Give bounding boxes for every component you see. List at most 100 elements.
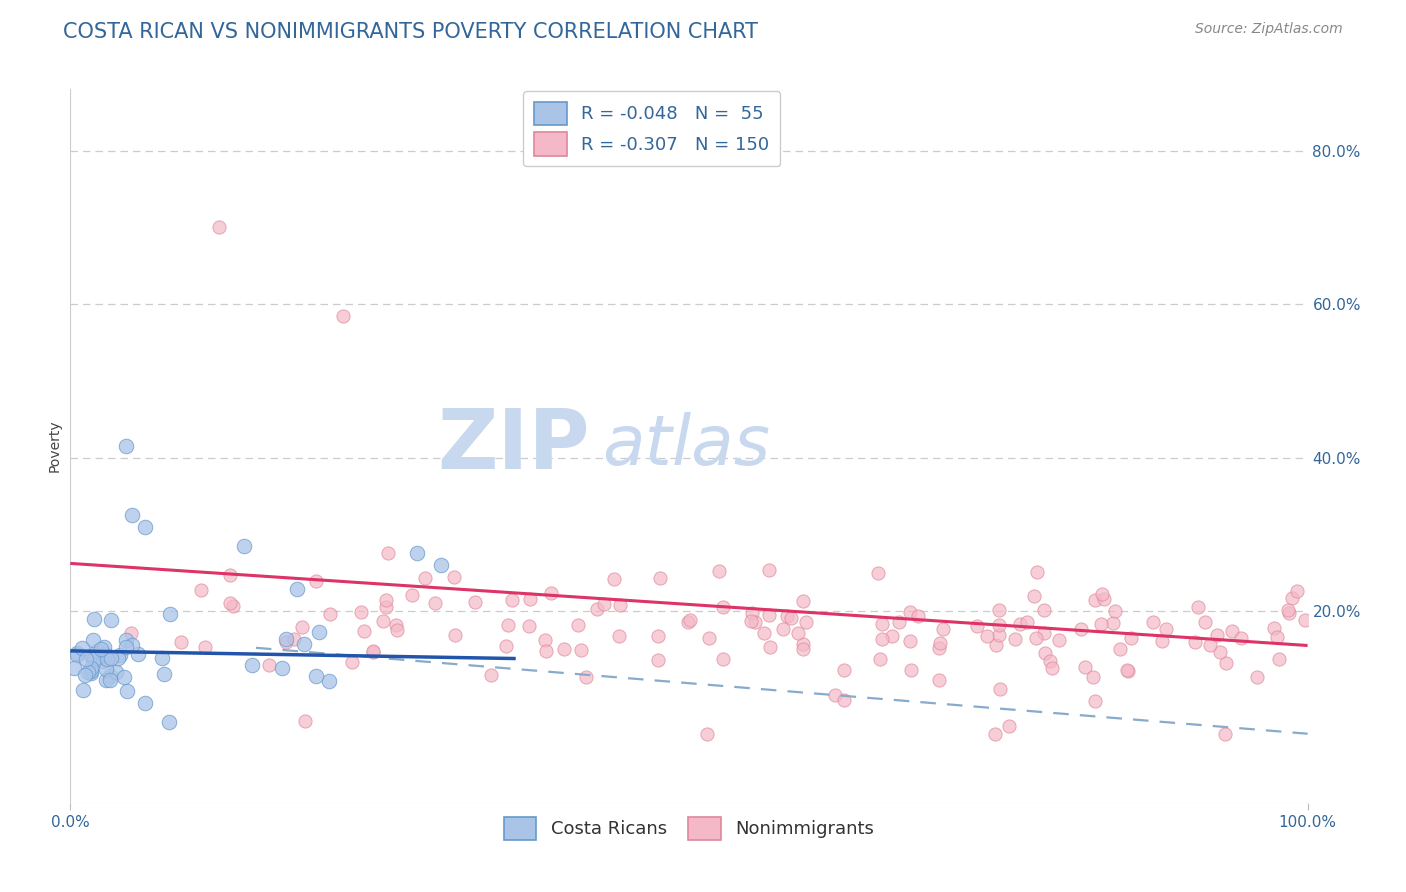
Text: ZIP: ZIP	[437, 406, 591, 486]
Point	[1032, 603, 1054, 617]
Point	[1116, 665, 1139, 679]
Point	[170, 634, 193, 648]
Point	[274, 632, 297, 646]
Point	[72, 683, 94, 698]
Point	[987, 618, 1010, 632]
Point	[292, 637, 315, 651]
Point	[569, 643, 592, 657]
Point	[984, 727, 1007, 741]
Point	[271, 661, 294, 675]
Point	[1184, 635, 1206, 649]
Point	[501, 592, 523, 607]
Point	[898, 633, 921, 648]
Point	[82, 633, 104, 648]
Point	[115, 632, 138, 647]
Point	[984, 639, 1007, 653]
Point	[340, 655, 363, 669]
Point	[741, 606, 763, 620]
Point	[776, 609, 799, 624]
Point	[287, 582, 309, 597]
Point	[232, 539, 254, 553]
Point	[444, 628, 467, 642]
Point	[519, 591, 541, 606]
Point	[534, 644, 557, 658]
Text: atlas: atlas	[602, 412, 770, 480]
Point	[98, 669, 121, 683]
Point	[150, 651, 173, 665]
Point	[305, 574, 328, 588]
Point	[1206, 628, 1229, 642]
Point	[900, 663, 922, 677]
Point	[495, 639, 517, 653]
Point	[988, 681, 1011, 696]
Point	[96, 662, 118, 676]
Point	[1187, 600, 1209, 615]
Point	[758, 608, 780, 623]
Point	[291, 619, 314, 633]
Point	[772, 622, 794, 636]
Point	[80, 649, 103, 664]
Point	[987, 628, 1010, 642]
Point	[405, 546, 427, 560]
Point	[707, 565, 730, 579]
Point	[274, 635, 297, 649]
Point	[208, 220, 231, 235]
Point	[676, 615, 699, 629]
Point	[308, 625, 330, 640]
Point	[898, 605, 921, 619]
Point	[194, 640, 217, 654]
Point	[1033, 647, 1056, 661]
Point	[318, 673, 340, 688]
Y-axis label: Poverty: Poverty	[48, 420, 62, 472]
Point	[218, 567, 240, 582]
Point	[647, 653, 669, 667]
Point	[115, 640, 138, 654]
Point	[120, 625, 142, 640]
Point	[112, 670, 135, 684]
Point	[832, 692, 855, 706]
Point	[374, 599, 396, 614]
Point	[740, 615, 762, 629]
Point	[86, 644, 108, 658]
Point	[998, 719, 1021, 733]
Point	[592, 597, 614, 611]
Point	[1156, 622, 1178, 636]
Point	[647, 629, 669, 643]
Point	[423, 596, 446, 610]
Point	[744, 615, 766, 630]
Point	[332, 309, 354, 323]
Point	[567, 617, 589, 632]
Point	[1047, 632, 1070, 647]
Point	[115, 439, 138, 453]
Point	[1004, 632, 1026, 646]
Point	[533, 633, 555, 648]
Point	[350, 605, 373, 619]
Point	[90, 642, 112, 657]
Point	[257, 657, 280, 672]
Point	[83, 651, 105, 665]
Point	[609, 598, 631, 612]
Point	[98, 673, 121, 687]
Point	[80, 666, 103, 681]
Point	[1199, 638, 1222, 652]
Point	[319, 607, 342, 621]
Point	[1081, 670, 1104, 684]
Point	[401, 588, 423, 602]
Point	[928, 673, 950, 687]
Point	[104, 665, 127, 679]
Point	[1032, 625, 1054, 640]
Point	[63, 660, 86, 674]
Point	[100, 614, 122, 628]
Point	[1039, 654, 1062, 668]
Point	[371, 614, 394, 628]
Point	[413, 571, 436, 585]
Point	[1278, 606, 1301, 620]
Legend: Costa Ricans, Nonimmigrants: Costa Ricans, Nonimmigrants	[496, 810, 882, 847]
Point	[966, 619, 988, 633]
Point	[780, 611, 803, 625]
Point	[1074, 660, 1097, 674]
Point	[824, 688, 846, 702]
Point	[1119, 632, 1142, 646]
Point	[79, 661, 101, 675]
Point	[792, 594, 814, 608]
